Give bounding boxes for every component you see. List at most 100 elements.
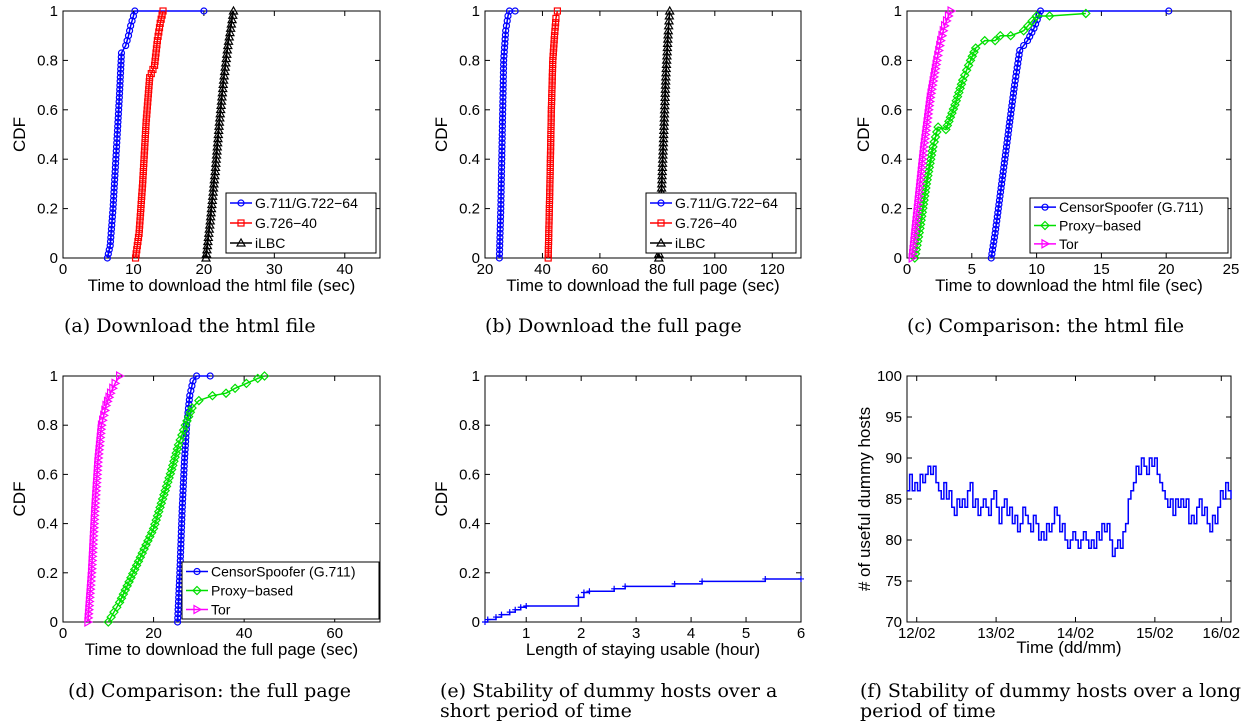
data-point [174, 610, 182, 618]
data-point [987, 254, 995, 262]
data-point [1005, 30, 1016, 41]
data-point [546, 151, 555, 159]
data-point [139, 163, 148, 172]
y-axis-label: CDF [10, 482, 29, 517]
data-point [496, 237, 504, 246]
data-point [208, 182, 219, 192]
legend: CensorSpoofer (G.711) Proxy−based Tor [181, 561, 380, 620]
data-point [180, 470, 188, 478]
data-point [1011, 77, 1019, 85]
data-point [544, 246, 552, 254]
data-point [506, 609, 513, 616]
data-point [658, 133, 669, 143]
data-point [155, 28, 163, 36]
data-point [547, 130, 555, 139]
data-point [931, 127, 942, 137]
data-point [140, 159, 148, 167]
data-point [502, 27, 510, 35]
data-point [113, 139, 121, 147]
data-point [498, 143, 506, 151]
data-point [545, 229, 553, 237]
data-point [546, 184, 554, 192]
data-point [230, 383, 240, 394]
data-point [153, 41, 161, 49]
data-point [497, 196, 505, 204]
data-point [102, 400, 112, 411]
legend-box [1029, 197, 1229, 254]
data-point [115, 93, 123, 102]
y-axis-label: CDF [432, 117, 451, 152]
legend-label: CensorSpoofer (G.711) [1059, 199, 1203, 215]
data-point [113, 126, 122, 134]
data-point [114, 118, 122, 126]
data-point [1005, 126, 1013, 134]
data-point [139, 176, 147, 184]
legend-marker [237, 199, 245, 207]
y-tick-label: 0.4 [37, 151, 58, 168]
data-point [762, 575, 769, 582]
data-point [989, 242, 997, 250]
data-point [140, 151, 148, 159]
data-point [123, 37, 131, 45]
data-point [545, 217, 553, 225]
y-tick-label: 0.8 [881, 52, 902, 69]
data-point [111, 378, 121, 389]
data-point [496, 225, 504, 233]
data-point [138, 192, 146, 200]
x-tick-label: 1 [522, 625, 530, 642]
data-point [136, 217, 144, 225]
data-point [523, 603, 530, 610]
data-point [1014, 59, 1022, 68]
data-point [219, 66, 230, 76]
data-point [116, 85, 124, 93]
data-point [548, 85, 556, 93]
data-point [995, 200, 1003, 209]
data-point [259, 371, 270, 381]
data-point [996, 188, 1005, 196]
y-tick-label: 1 [50, 3, 58, 20]
data-point [1000, 159, 1008, 167]
data-point [551, 19, 560, 27]
x-tick-label: 15 [1093, 261, 1110, 278]
data-point [142, 126, 150, 134]
data-point [661, 59, 672, 68]
data-point [1003, 135, 1012, 143]
x-tick-label: 20 [196, 261, 213, 278]
data-point [111, 167, 119, 176]
data-point [117, 65, 125, 73]
data-point [200, 252, 212, 262]
data-point [210, 162, 221, 172]
data-point [113, 135, 121, 143]
data-point [212, 141, 223, 151]
data-point [658, 125, 669, 134]
data-point [497, 176, 505, 184]
data-point [110, 188, 118, 196]
data-point [1031, 11, 1042, 21]
data-point [498, 130, 506, 139]
data-point [512, 606, 519, 613]
data-point [218, 79, 229, 88]
data-point [546, 172, 554, 180]
data-point [1009, 89, 1018, 97]
data-point [179, 491, 187, 499]
data-point [228, 5, 239, 15]
data-point [499, 73, 507, 81]
data-point [108, 213, 116, 221]
x-tick-label: 13/02 [977, 625, 1015, 642]
data-point [548, 65, 557, 73]
series-2 [200, 5, 239, 262]
data-point [143, 102, 152, 110]
data-point [499, 81, 507, 89]
data-point [111, 176, 119, 184]
y-tick-label: 0.4 [459, 516, 480, 533]
data-point [988, 250, 996, 258]
data-point [659, 116, 670, 126]
data-point [179, 495, 187, 503]
data-point [549, 56, 557, 65]
data-point [930, 132, 941, 142]
y-tick-label: 0.4 [37, 516, 58, 533]
data-point [137, 205, 145, 213]
data-point [178, 499, 187, 507]
